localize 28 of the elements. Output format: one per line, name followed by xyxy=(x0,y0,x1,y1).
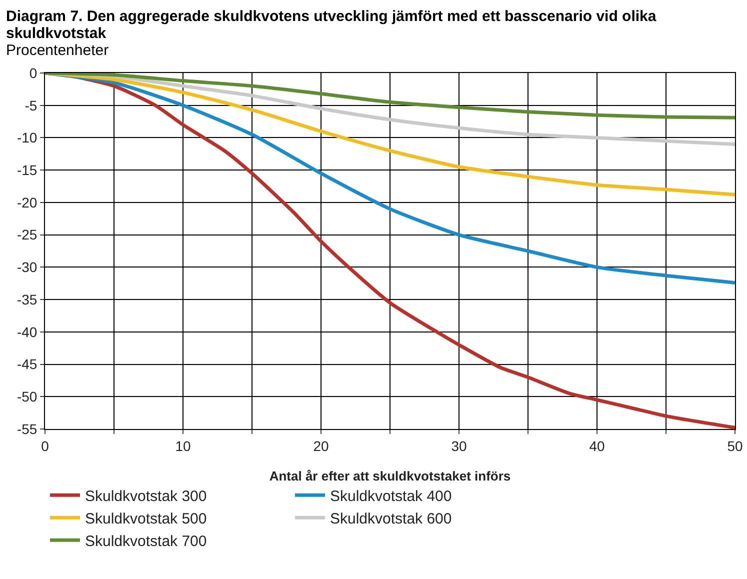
line-series xyxy=(45,73,735,429)
chart-title: Diagram 7. Den aggregerade skuldkvotens utveckling jämfört med ett basscenario vid olika skuldkvotstak xyxy=(5,7,658,42)
x-axis-title: Antal år efter att skuldkvotstaket införs xyxy=(269,468,511,484)
x-tick-label: 10 xyxy=(175,438,191,454)
legend-label: Skuldkvotstak 700 xyxy=(85,532,207,550)
y-tick-label: -5 xyxy=(24,97,38,114)
y-tick-label: -45 xyxy=(16,356,38,372)
y-tick-label: -20 xyxy=(16,194,38,210)
y-tick-label: -10 xyxy=(16,130,38,146)
y-tick-label: -35 xyxy=(16,291,38,308)
y-tick-label: -50 xyxy=(16,388,38,405)
chart-subtitle: Procentenheter xyxy=(5,42,110,59)
line-series xyxy=(45,73,735,120)
legend-label: Skuldkvotstak 400 xyxy=(330,488,452,505)
legend-label: Skuldkvotstak 300 xyxy=(85,488,207,505)
y-tick-label: -40 xyxy=(16,324,38,340)
y-tick-label: -55 xyxy=(16,420,38,437)
y-tick-label: -30 xyxy=(16,259,38,276)
y-tick-label: -15 xyxy=(16,162,38,178)
x-tick-label: 40 xyxy=(589,438,605,454)
x-tick-label: 50 xyxy=(727,438,743,454)
y-tick-label: 0 xyxy=(29,64,38,81)
legend-label: Skuldkvotstak 600 xyxy=(330,510,452,528)
legend-label: Skuldkvotstak 500 xyxy=(85,510,207,528)
x-tick-label: 30 xyxy=(451,438,467,454)
y-tick-label: -25 xyxy=(16,226,38,243)
x-tick-label: 0 xyxy=(41,438,50,454)
x-tick-label: 20 xyxy=(313,438,329,454)
